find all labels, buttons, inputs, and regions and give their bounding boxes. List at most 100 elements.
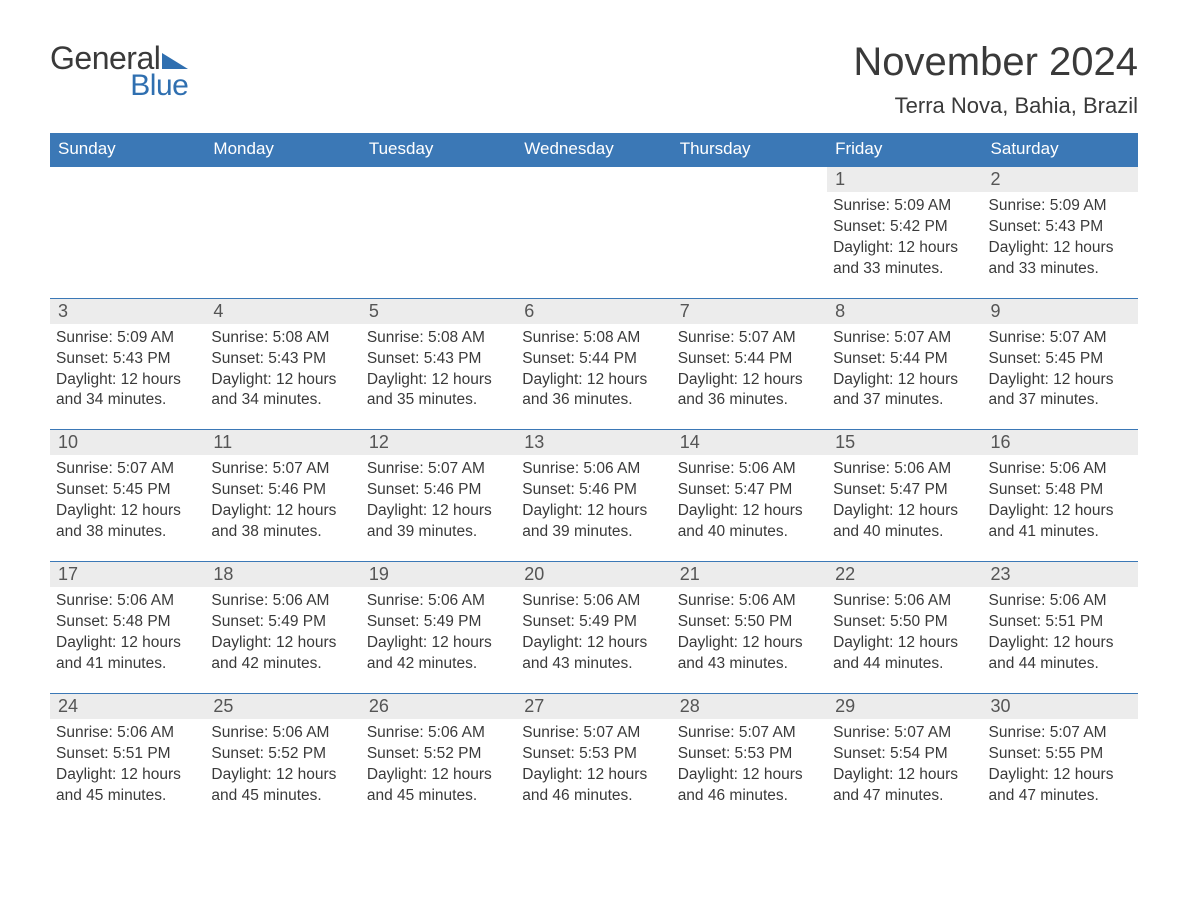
calendar-body: 1 Sunrise: 5:09 AMSunset: 5:42 PM Daylight… (50, 166, 1138, 824)
sunset-line: Sunset: 5:45 PM (56, 480, 199, 501)
day-number: 4 (205, 299, 360, 324)
daylight-line: Daylight: 12 hours and 38 minutes. (211, 501, 354, 543)
day-number: 3 (50, 299, 205, 324)
sunset-line: Sunset: 5:44 PM (678, 349, 821, 370)
daylight-line: Daylight: 12 hours and 41 minutes. (989, 501, 1132, 543)
daylight-line: Daylight: 12 hours and 37 minutes. (989, 370, 1132, 412)
day-number: 2 (983, 167, 1138, 192)
sunrise-line: Sunrise: 5:06 AM (678, 459, 821, 480)
day-number: 22 (827, 562, 982, 587)
day-cell: 20Sunrise: 5:06 AMSunset: 5:49 PMDayligh… (516, 562, 671, 693)
day-number: 27 (516, 694, 671, 719)
day-details: Sunrise: 5:07 AMSunset: 5:55 PMDaylight:… (989, 723, 1132, 807)
day-details: Sunrise: 5:06 AMSunset: 5:50 PMDaylight:… (678, 591, 821, 675)
day-cell: 21Sunrise: 5:06 AMSunset: 5:50 PMDayligh… (672, 562, 827, 693)
day-number: 24 (50, 694, 205, 719)
dow-cell: Wednesday (516, 133, 671, 166)
day-cell (516, 167, 671, 298)
sunrise-line: Sunrise: 5:06 AM (989, 591, 1132, 612)
day-details: Sunrise: 5:06 AMSunset: 5:48 PMDaylight:… (56, 591, 199, 675)
sunset-line: Sunset: 5:46 PM (367, 480, 510, 501)
daylight-line: Daylight: 12 hours and 40 minutes. (678, 501, 821, 543)
sunset-line: Sunset: 5:43 PM (211, 349, 354, 370)
sunrise-line: Sunrise: 5:09 AM (833, 196, 976, 217)
sunrise-line: Sunrise: 5:07 AM (989, 328, 1132, 349)
sunset-line: Sunset: 5:51 PM (56, 744, 199, 765)
daylight-line: Daylight: 12 hours and 36 minutes. (678, 370, 821, 412)
sunrise-line: Sunrise: 5:06 AM (522, 459, 665, 480)
day-cell: 10Sunrise: 5:07 AMSunset: 5:45 PMDayligh… (50, 430, 205, 561)
day-details: Sunrise: 5:07 AMSunset: 5:46 PMDaylight:… (367, 459, 510, 543)
day-number: 9 (983, 299, 1138, 324)
day-number: 6 (516, 299, 671, 324)
sunset-line: Sunset: 5:47 PM (833, 480, 976, 501)
sunset-line: Sunset: 5:53 PM (678, 744, 821, 765)
daylight-line: Daylight: 12 hours and 39 minutes. (522, 501, 665, 543)
day-cell: 3Sunrise: 5:09 AMSunset: 5:43 PMDaylight… (50, 299, 205, 430)
daylight-line: Daylight: 12 hours and 43 minutes. (522, 633, 665, 675)
day-details: Sunrise: 5:07 AMSunset: 5:53 PMDaylight:… (678, 723, 821, 807)
day-cell (205, 167, 360, 298)
sunset-line: Sunset: 5:44 PM (522, 349, 665, 370)
sunset-line: Sunset: 5:48 PM (56, 612, 199, 633)
dow-cell: Thursday (672, 133, 827, 166)
day-number: 16 (983, 430, 1138, 455)
sunset-line: Sunset: 5:45 PM (989, 349, 1132, 370)
brand-text: General Blue (50, 40, 188, 103)
sunrise-line: Sunrise: 5:07 AM (522, 723, 665, 744)
day-number: 11 (205, 430, 360, 455)
sunrise-line: Sunrise: 5:06 AM (211, 723, 354, 744)
daylight-line: Daylight: 12 hours and 42 minutes. (367, 633, 510, 675)
sunrise-line: Sunrise: 5:07 AM (989, 723, 1132, 744)
daylight-line: Daylight: 12 hours and 45 minutes. (211, 765, 354, 807)
sunrise-line: Sunrise: 5:06 AM (833, 459, 976, 480)
day-cell: 27 Sunrise: 5:07 AMSunset: 5:53 PMDayligh… (516, 694, 671, 825)
sunrise-line: Sunrise: 5:06 AM (56, 723, 199, 744)
day-cell: 14 Sunrise: 5:06 AMSunset: 5:47 PMDayligh… (672, 430, 827, 561)
day-cell: 4Sunrise: 5:08 AMSunset: 5:43 PMDaylight… (205, 299, 360, 430)
daylight-line: Daylight: 12 hours and 38 minutes. (56, 501, 199, 543)
month-title: November 2024 (853, 40, 1138, 85)
day-number: 14 (672, 430, 827, 455)
day-details: Sunrise: 5:06 AMSunset: 5:49 PMDaylight:… (211, 591, 354, 675)
day-details: Sunrise: 5:07 AMSunset: 5:54 PMDaylight:… (833, 723, 976, 807)
day-number: 28 (672, 694, 827, 719)
sunrise-line: Sunrise: 5:06 AM (522, 591, 665, 612)
sunset-line: Sunset: 5:49 PM (522, 612, 665, 633)
dow-cell: Tuesday (361, 133, 516, 166)
daylight-line: Daylight: 12 hours and 46 minutes. (522, 765, 665, 807)
day-number: 19 (361, 562, 516, 587)
day-details: Sunrise: 5:07 AMSunset: 5:45 PMDaylight:… (989, 328, 1132, 412)
sunrise-line: Sunrise: 5:06 AM (211, 591, 354, 612)
day-cell: 23Sunrise: 5:06 AMSunset: 5:51 PMDayligh… (983, 562, 1138, 693)
day-number: 13 (516, 430, 671, 455)
sunset-line: Sunset: 5:52 PM (367, 744, 510, 765)
sunset-line: Sunset: 5:52 PM (211, 744, 354, 765)
title-block: November 2024 Terra Nova, Bahia, Brazil (853, 40, 1138, 119)
day-number: 25 (205, 694, 360, 719)
day-details: Sunrise: 5:06 AMSunset: 5:47 PMDaylight:… (678, 459, 821, 543)
sunset-line: Sunset: 5:44 PM (833, 349, 976, 370)
sunrise-line: Sunrise: 5:07 AM (678, 328, 821, 349)
day-number: 17 (50, 562, 205, 587)
sunrise-line: Sunrise: 5:06 AM (367, 591, 510, 612)
day-cell: 9 Sunrise: 5:07 AMSunset: 5:45 PMDaylight… (983, 299, 1138, 430)
day-cell: 6Sunrise: 5:08 AMSunset: 5:44 PMDaylight… (516, 299, 671, 430)
daylight-line: Daylight: 12 hours and 35 minutes. (367, 370, 510, 412)
week-row: 10Sunrise: 5:07 AMSunset: 5:45 PMDayligh… (50, 429, 1138, 561)
sunrise-line: Sunrise: 5:08 AM (211, 328, 354, 349)
sunset-line: Sunset: 5:42 PM (833, 217, 976, 238)
day-details: Sunrise: 5:07 AMSunset: 5:44 PMDaylight:… (678, 328, 821, 412)
daylight-line: Daylight: 12 hours and 42 minutes. (211, 633, 354, 675)
dow-cell: Saturday (983, 133, 1138, 166)
day-number: 29 (827, 694, 982, 719)
day-cell: 28 Sunrise: 5:07 AMSunset: 5:53 PMDayligh… (672, 694, 827, 825)
sunrise-line: Sunrise: 5:06 AM (56, 591, 199, 612)
sunrise-line: Sunrise: 5:08 AM (522, 328, 665, 349)
sunset-line: Sunset: 5:46 PM (522, 480, 665, 501)
dow-cell: Sunday (50, 133, 205, 166)
day-number: 1 (827, 167, 982, 192)
sunset-line: Sunset: 5:46 PM (211, 480, 354, 501)
sunset-line: Sunset: 5:53 PM (522, 744, 665, 765)
day-details: Sunrise: 5:08 AMSunset: 5:43 PMDaylight:… (367, 328, 510, 412)
